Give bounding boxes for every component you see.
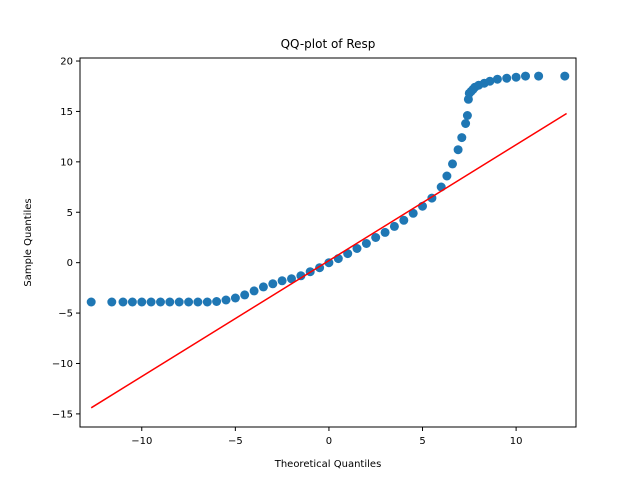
- data-point: [453, 145, 463, 155]
- data-point: [86, 297, 96, 307]
- data-point: [165, 297, 175, 307]
- data-point: [408, 208, 418, 218]
- reference-line: [90, 112, 567, 409]
- x-tick-label: −10: [131, 436, 152, 447]
- x-axis-label: Theoretical Quantiles: [274, 459, 382, 470]
- data-point: [212, 297, 222, 306]
- data-point: [240, 290, 250, 300]
- data-point: [461, 119, 471, 128]
- y-tick-label: −15: [52, 409, 73, 420]
- data-point: [249, 286, 259, 296]
- x-tick-label: 10: [510, 436, 523, 447]
- plot-area: [86, 71, 570, 409]
- data-point: [146, 297, 156, 307]
- data-point: [258, 282, 268, 292]
- y-tick-label: 0: [67, 258, 73, 269]
- x-axis: −10 −5 0 5 10: [131, 427, 522, 447]
- data-point: [485, 76, 495, 86]
- y-tick-label: 15: [60, 107, 73, 118]
- data-point: [521, 71, 530, 81]
- y-tick-label: −10: [52, 359, 73, 370]
- data-point: [511, 72, 521, 82]
- data-point: [324, 258, 334, 268]
- data-point: [448, 159, 457, 169]
- x-tick-label: 5: [419, 436, 425, 447]
- data-point: [202, 297, 212, 307]
- y-tick-label: 20: [60, 57, 73, 68]
- data-point: [127, 297, 137, 307]
- data-point: [457, 133, 467, 143]
- data-point: [462, 111, 472, 120]
- data-point: [193, 297, 203, 307]
- data-point: [361, 239, 371, 248]
- y-tick-label: −5: [58, 309, 73, 320]
- data-point: [380, 227, 390, 237]
- data-point: [137, 297, 147, 307]
- data-point: [107, 297, 117, 307]
- y-tick-label: 10: [60, 157, 73, 168]
- data-point: [287, 274, 296, 284]
- data-point: [436, 182, 446, 192]
- x-tick-label: 0: [326, 436, 332, 447]
- data-point: [442, 171, 452, 181]
- data-point: [118, 297, 128, 307]
- data-point: [230, 293, 240, 303]
- data-point: [296, 271, 306, 281]
- plot-frame: [79, 57, 577, 428]
- x-tick-label: −5: [228, 436, 243, 447]
- y-axis-label: Sample Quantiles: [23, 198, 34, 286]
- y-axis: −15 −10 −5 0 5 10 15 20: [52, 57, 80, 420]
- data-point: [352, 244, 362, 253]
- data-point: [174, 297, 184, 307]
- data-point: [560, 71, 570, 81]
- data-point: [184, 297, 194, 307]
- data-point: [221, 295, 231, 305]
- chart-title: QQ-plot of Resp: [281, 37, 376, 51]
- data-point: [343, 249, 353, 259]
- data-point: [534, 71, 544, 81]
- data-point: [492, 74, 502, 84]
- y-tick-label: 5: [67, 208, 73, 219]
- data-point: [156, 297, 165, 307]
- data-point: [399, 215, 409, 225]
- data-point: [502, 73, 512, 83]
- data-point: [389, 221, 399, 231]
- data-point: [371, 233, 381, 242]
- data-point: [277, 276, 287, 286]
- data-point: [268, 279, 278, 289]
